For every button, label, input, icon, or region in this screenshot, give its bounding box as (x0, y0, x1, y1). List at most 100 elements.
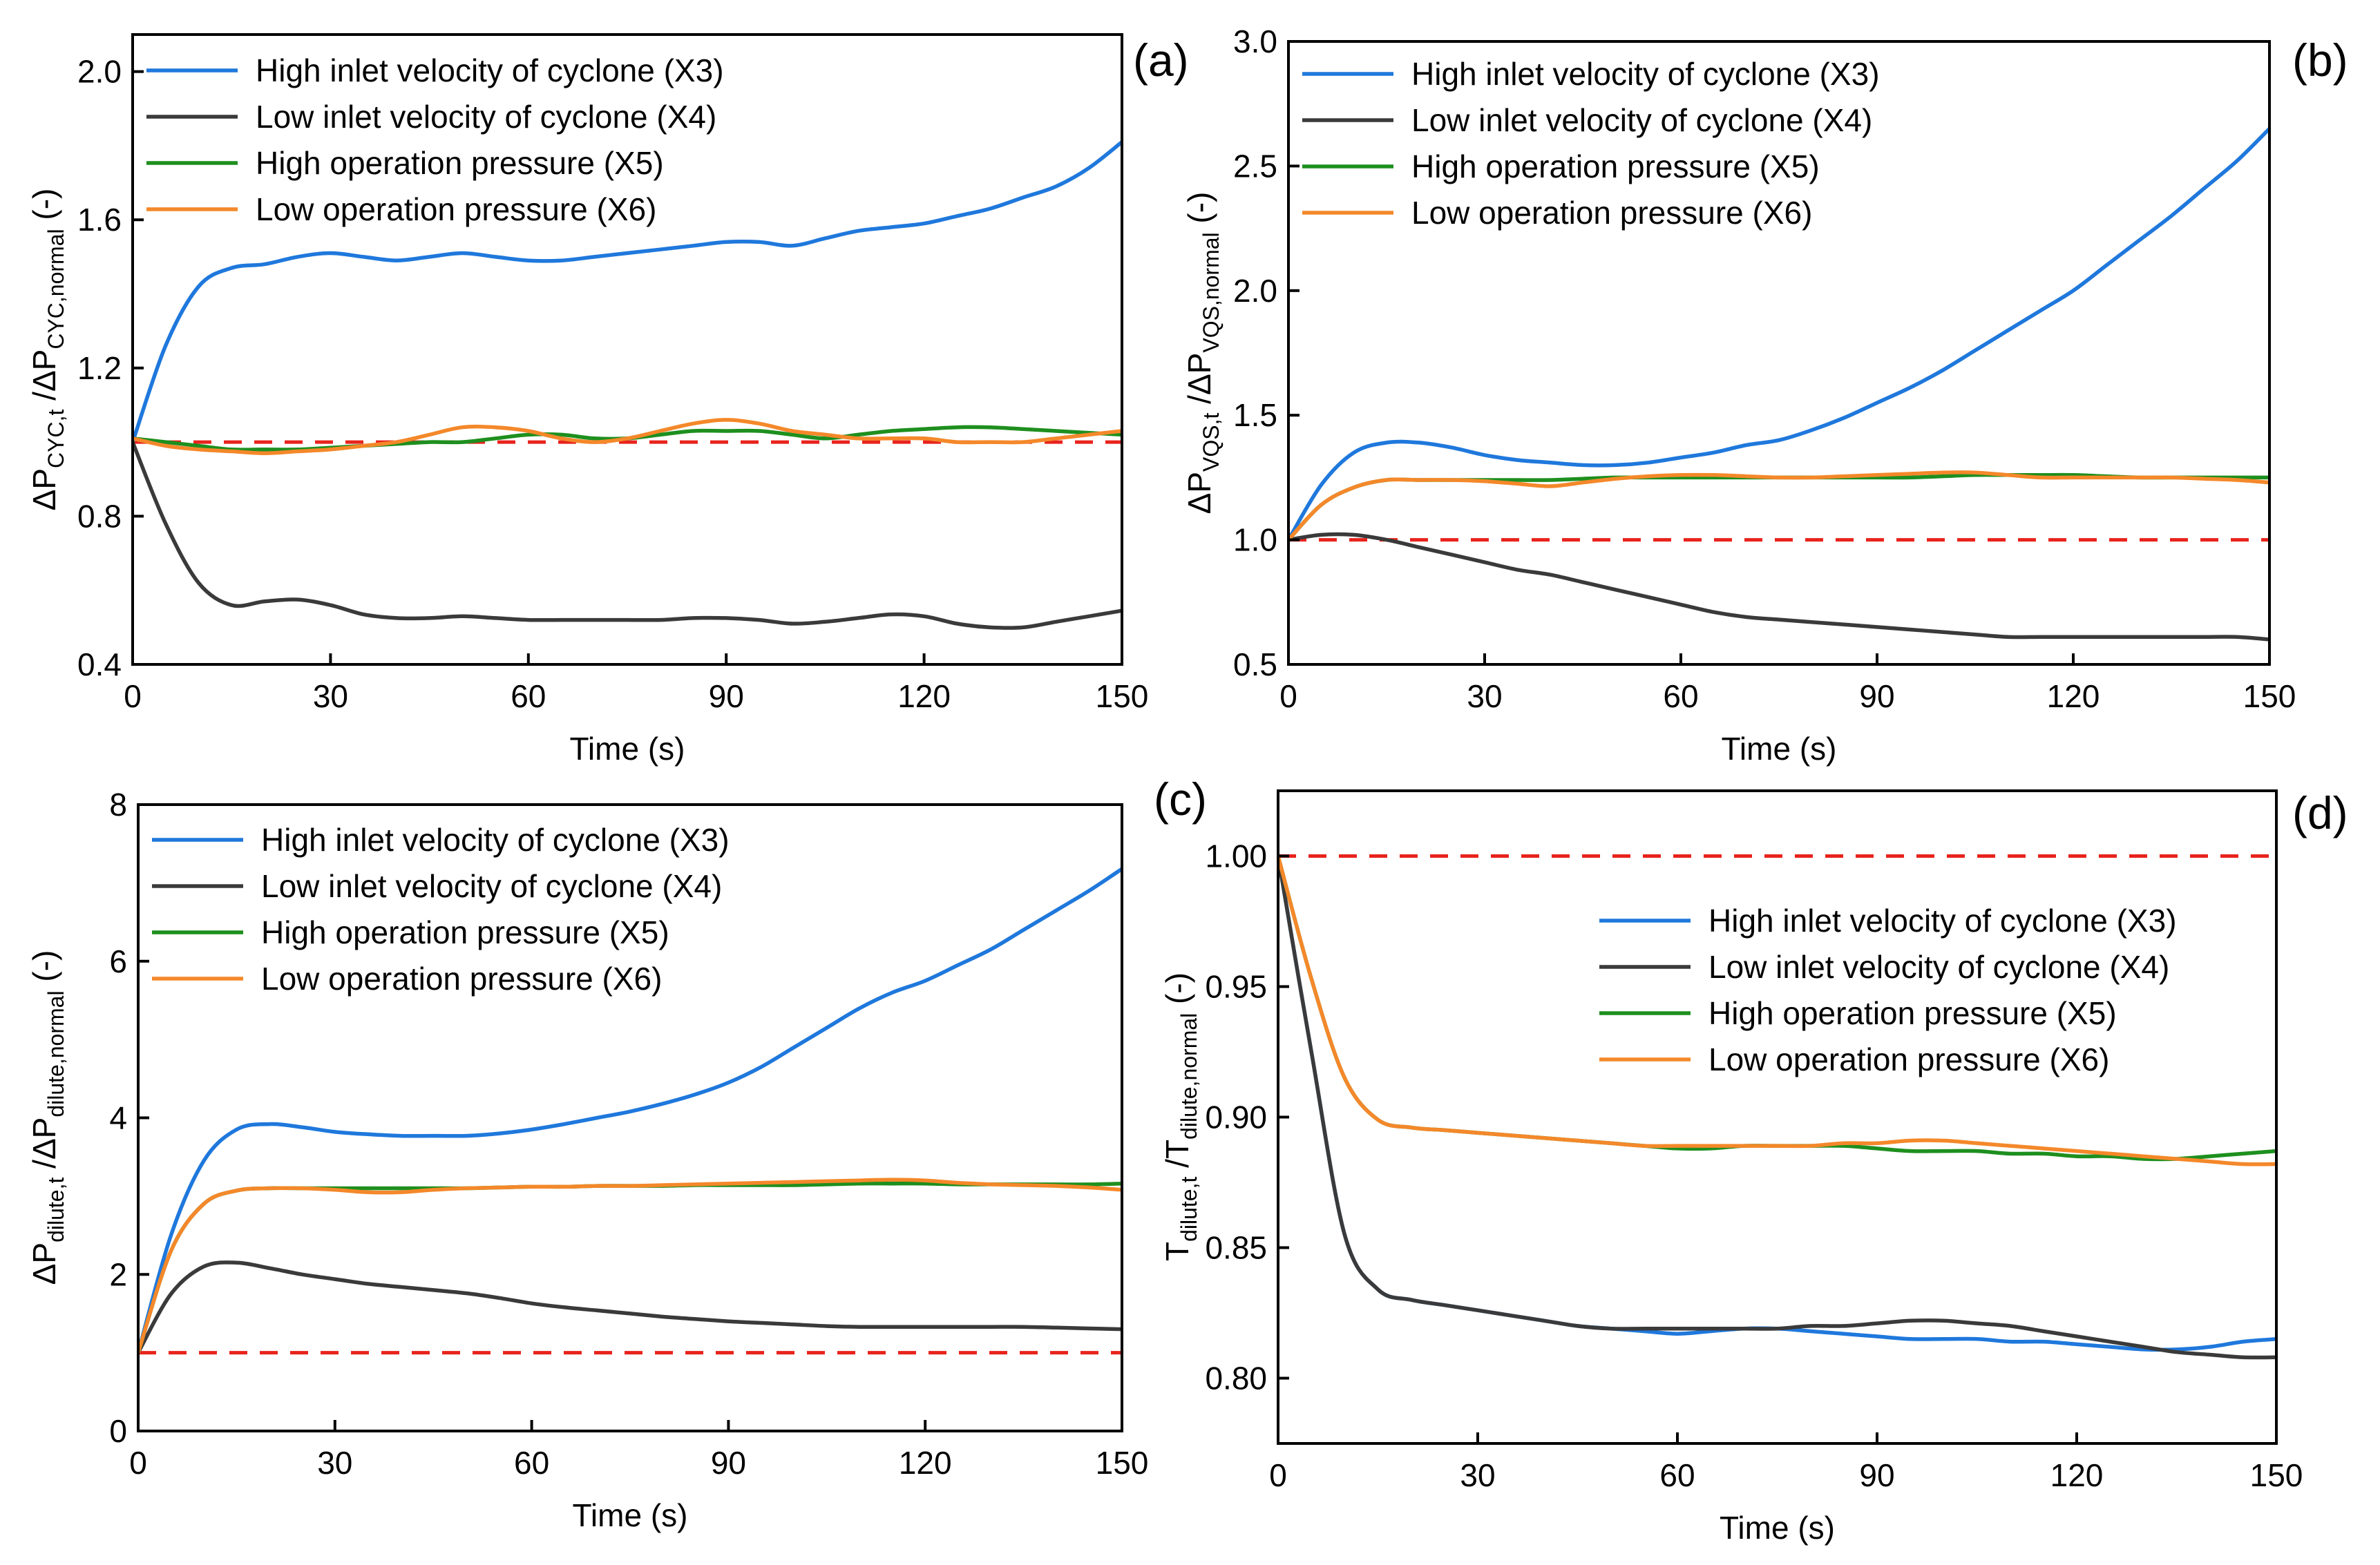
x-tick-label: 60 (514, 1445, 549, 1481)
legend-label-2: Low inlet velocity of cyclone (X4) (261, 868, 722, 904)
y-label-suffix: (-) (26, 189, 62, 229)
series-line-4 (1278, 855, 2276, 1166)
plot-frame (131, 33, 1123, 666)
panel-b: 0 30 60 90 120 150 0.5 1.0 1.5 2.0 2.5 3.0 Time (s) Δ… (1181, 23, 2348, 767)
y-label-suffix: (-) (1181, 192, 1217, 233)
y-label-main: T (1159, 1242, 1195, 1261)
plot-frame (1287, 40, 2271, 666)
y-label-suffix: (-) (26, 950, 62, 991)
x-tick-label: 0 (1279, 678, 1297, 714)
y-tick-label: 1.0 (1233, 522, 1277, 558)
y-tick-label: 2.0 (77, 54, 122, 90)
series-line-2 (133, 441, 1122, 630)
x-axis-label: Time (s) (1722, 731, 1837, 767)
y-axis-label: ΔPVQS,t /ΔPVQS,normal (-) (1181, 192, 1224, 515)
y-tick-label: 3.0 (1233, 23, 1277, 59)
series-line-1 (1288, 127, 2269, 541)
x-axis-label: Time (s) (1720, 1510, 1835, 1546)
legend-label-2: Low inlet velocity of cyclone (X4) (1708, 949, 2169, 985)
x-tick-label: 120 (2050, 1457, 2104, 1493)
legend-label-3: High operation pressure (X5) (1708, 995, 2117, 1031)
legend-label-3: High operation pressure (X5) (256, 145, 664, 181)
y-tick-label: 0.4 (77, 646, 122, 682)
y-tick-label: 0.80 (1205, 1361, 1267, 1396)
x-tick-label: 120 (897, 678, 951, 714)
series-line-2 (1288, 532, 2269, 642)
legend-label-2: Low inlet velocity of cyclone (X4) (256, 99, 716, 135)
x-tick-label: 60 (511, 678, 546, 714)
y-tick-label: 8 (109, 787, 127, 823)
y-label-sub2: dilute,normal (44, 990, 68, 1117)
legend-label-1: High inlet velocity of cyclone (X3) (256, 52, 724, 88)
x-tick-label: 90 (1859, 1457, 1894, 1493)
y-axis-label: ΔPCYC,t /ΔPCYC,normal (-) (26, 189, 68, 511)
y-tick-label: 4 (109, 1100, 127, 1136)
series-line-4 (133, 418, 1122, 455)
x-tick-label: 60 (1663, 678, 1698, 714)
y-tick-label: 0 (109, 1413, 127, 1449)
legend-label-1: High inlet velocity of cyclone (X3) (1708, 903, 2177, 939)
x-tick-label: 150 (2250, 1457, 2303, 1493)
x-tick-label: 60 (1659, 1457, 1695, 1493)
y-tick-label: 0.85 (1205, 1230, 1267, 1266)
x-tick-label: 30 (1460, 1457, 1495, 1493)
y-tick-label: 0.90 (1205, 1100, 1267, 1135)
legend-label-3: High operation pressure (X5) (1411, 148, 1820, 184)
y-tick-label: 0.95 (1205, 969, 1267, 1005)
y-label-main: ΔP (26, 1242, 62, 1285)
x-tick-label: 30 (1467, 678, 1502, 714)
y-tick-label: 2.5 (1233, 148, 1277, 184)
panel-label: (c) (1154, 774, 1207, 825)
y-label-sub1: CYC,t (44, 410, 68, 468)
x-tick-label: 150 (1096, 678, 1149, 714)
y-tick-label: 2 (109, 1256, 127, 1292)
y-label-main: ΔP (1181, 472, 1217, 514)
x-tick-label: 0 (129, 1445, 147, 1481)
y-label-main: ΔP (26, 468, 62, 510)
y-tick-label: 1.2 (77, 350, 122, 386)
y-tick-label: 6 (109, 943, 127, 979)
x-tick-label: 120 (899, 1445, 952, 1481)
series-line-2 (1278, 856, 2276, 1360)
series-line-4 (138, 1178, 1122, 1354)
panel-d: 0 30 60 90 120 150 0.80 0.85 0.90 0.95 1.00 Time (s… (1159, 787, 2348, 1546)
legend-label-1: High inlet velocity of cyclone (X3) (1411, 56, 1880, 92)
legend-label-4: Low operation pressure (X6) (261, 961, 662, 997)
x-tick-label: 90 (1859, 678, 1894, 714)
x-tick-label: 90 (711, 1445, 746, 1481)
x-tick-label: 30 (313, 678, 348, 714)
y-tick-label: 2.0 (1233, 273, 1277, 309)
x-tick-label: 150 (2243, 678, 2296, 714)
y-label-suffix: (-) (1159, 972, 1195, 1013)
y-axis-label: ΔPdilute,t /ΔPdilute,normal (-) (26, 950, 68, 1285)
legend-label-4: Low operation pressure (X6) (256, 191, 656, 227)
legend-label-3: High operation pressure (X5) (261, 914, 669, 950)
x-tick-label: 120 (2047, 678, 2100, 714)
y-label-mid: /ΔP (1181, 353, 1217, 413)
y-label-mid: /ΔP (26, 349, 62, 410)
y-tick-label: 0.5 (1233, 646, 1277, 682)
series-line-2 (138, 1260, 1122, 1354)
legend-label-2: Low inlet velocity of cyclone (X4) (1411, 102, 1872, 138)
y-label-sub2: VQS,normal (1199, 232, 1224, 352)
y-label-mid: /ΔP (26, 1117, 62, 1178)
x-tick-label: 150 (1096, 1445, 1149, 1481)
legend-label-4: Low operation pressure (X6) (1411, 195, 1812, 231)
panel-label: (a) (1133, 35, 1189, 86)
y-label-sub1: VQS,t (1199, 413, 1224, 472)
y-label-sub2: dilute,normal (1177, 1013, 1201, 1140)
series-line-1 (133, 140, 1122, 443)
x-axis-label: Time (s) (570, 731, 685, 767)
y-tick-label: 1.6 (77, 202, 122, 238)
y-tick-label: 0.8 (77, 498, 122, 534)
x-tick-label: 0 (1269, 1457, 1287, 1493)
y-tick-label: 1.00 (1205, 838, 1267, 874)
series-line-1 (138, 867, 1122, 1354)
x-axis-label: Time (s) (573, 1497, 688, 1533)
series-line-3 (1288, 472, 2269, 541)
y-label-sub1: dilute,t (1177, 1177, 1201, 1242)
y-label-mid: /T (1159, 1140, 1195, 1177)
